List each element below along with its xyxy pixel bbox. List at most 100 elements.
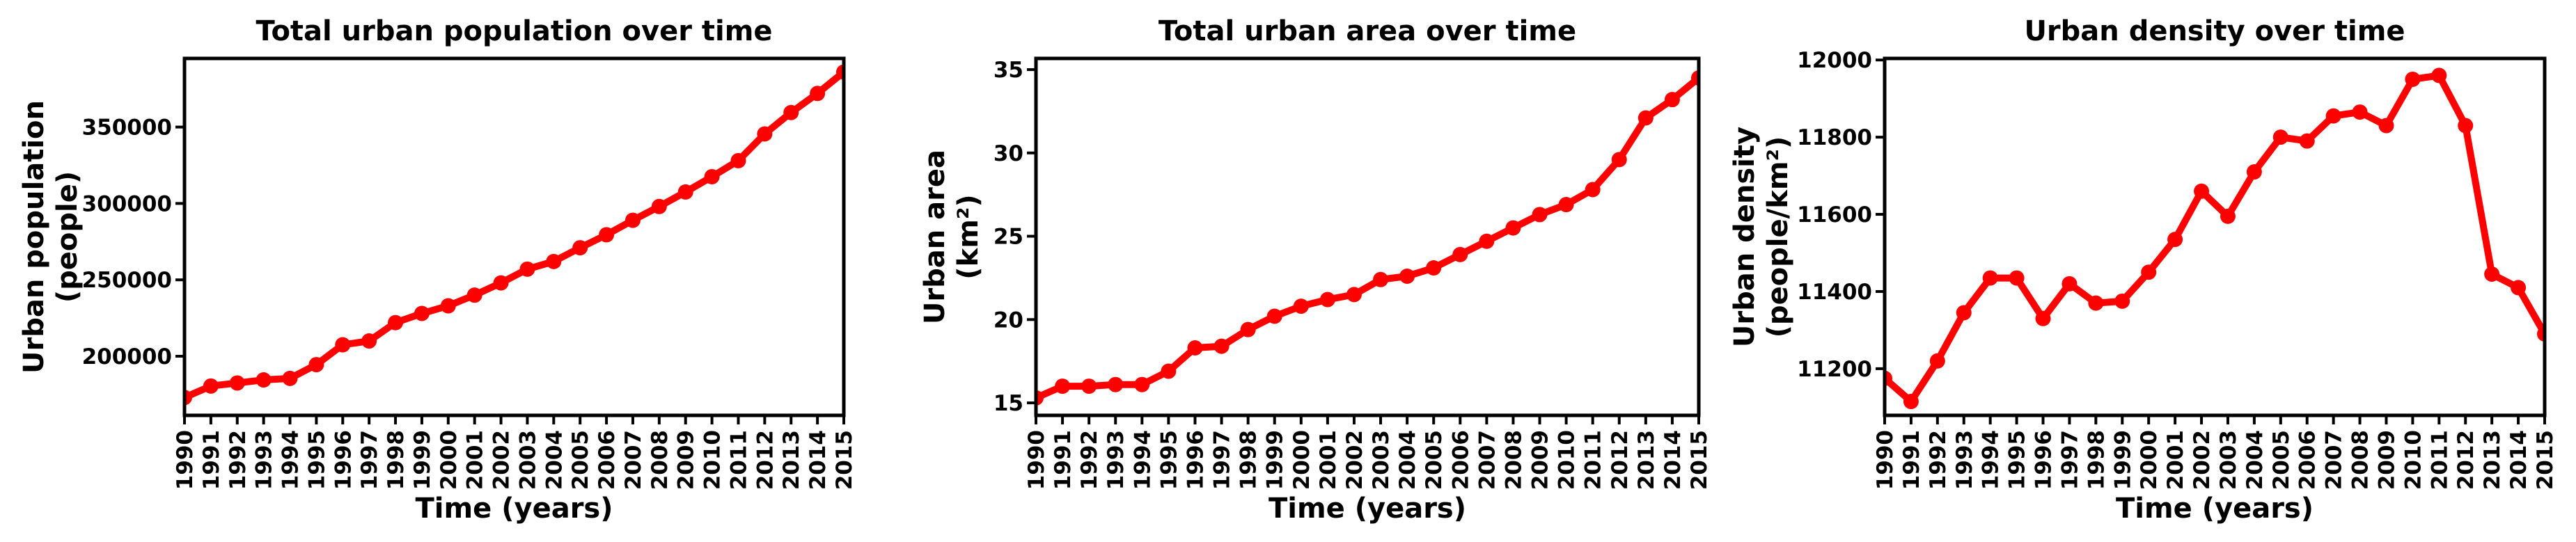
data-point xyxy=(1081,378,1097,394)
data-series xyxy=(1885,67,2545,410)
data-point xyxy=(1982,270,1998,286)
x-tick-label: 2004 xyxy=(542,430,567,490)
x-tick-label: 1995 xyxy=(1156,430,1181,490)
x-tick-label: 2001 xyxy=(1316,430,1341,490)
plot-border xyxy=(1883,56,2547,417)
data-point xyxy=(1036,390,1044,406)
data-point xyxy=(651,198,667,214)
y-axis-label: Urban density xyxy=(1729,127,1761,347)
x-tick-label: 1996 xyxy=(1183,430,1208,490)
x-tick-label: 2011 xyxy=(1581,430,1606,490)
data-point xyxy=(1293,298,1309,314)
x-tick-label: 1996 xyxy=(2032,430,2057,490)
data-point xyxy=(1611,152,1627,168)
data-point xyxy=(2431,67,2447,83)
x-tick-label: 2009 xyxy=(1528,430,1553,490)
y-axis-label: (people/km²) xyxy=(1762,136,1794,338)
x-tick-label: 2002 xyxy=(489,430,515,490)
x-tick-label: 1996 xyxy=(331,430,356,490)
x-tick-label: 1995 xyxy=(2005,430,2030,490)
y-tick-label: 15 xyxy=(994,391,1023,416)
data-point xyxy=(388,314,404,330)
x-tick-label: 1992 xyxy=(226,430,251,490)
x-tick-label: 2013 xyxy=(779,430,804,490)
data-point xyxy=(2061,276,2078,292)
data-point xyxy=(414,305,430,321)
data-point xyxy=(1532,207,1548,223)
x-tick-label: 1991 xyxy=(199,430,224,490)
y-tick-label: 11400 xyxy=(1797,280,1872,305)
data-point xyxy=(757,126,773,142)
data-point xyxy=(546,253,562,269)
x-tick-label: 2014 xyxy=(1660,430,1686,490)
data-point xyxy=(2220,208,2236,224)
x-tick-label: 1993 xyxy=(252,430,277,490)
x-tick-label: 2001 xyxy=(2163,430,2188,490)
x-tick-label: 2006 xyxy=(2295,430,2320,490)
x-axis-label: Time (years) xyxy=(1269,493,1466,525)
data-point xyxy=(1214,338,1230,354)
data-point xyxy=(493,275,509,291)
data-point xyxy=(2537,326,2545,342)
x-tick-label: 2015 xyxy=(832,430,857,490)
data-point xyxy=(2114,293,2130,309)
data-point xyxy=(2484,266,2500,282)
data-point xyxy=(466,287,482,303)
data-point xyxy=(1479,233,1495,249)
x-tick-label: 2003 xyxy=(515,430,540,490)
data-point xyxy=(282,370,298,386)
data-point xyxy=(1664,92,1680,108)
x-tick-label: 2010 xyxy=(700,430,725,490)
chart-urban-population: 1990 1991 1992 1993 1994 1995 1996 1997 1998 1999… xyxy=(18,15,857,525)
data-point xyxy=(1108,376,1124,392)
data-point xyxy=(2167,232,2183,248)
x-tick-label: 2007 xyxy=(1475,430,1500,490)
x-tick-label: 2000 xyxy=(1289,430,1314,490)
data-point xyxy=(1134,376,1150,392)
data-point xyxy=(1319,292,1335,308)
chart-title: Total urban area over time xyxy=(1159,15,1576,47)
x-tick-label: 2003 xyxy=(1369,430,1394,490)
chart-title: Urban density over time xyxy=(2024,15,2405,47)
data-point xyxy=(256,372,272,388)
y-axis-label: (km²) xyxy=(952,194,984,279)
x-tick-label: 2009 xyxy=(674,430,699,490)
y-tick-label: 25 xyxy=(994,225,1023,250)
x-tick-label: 1993 xyxy=(1952,430,1977,490)
data-point xyxy=(1266,308,1282,324)
data-point xyxy=(335,337,351,353)
data-series xyxy=(184,64,844,406)
data-point xyxy=(2246,164,2262,180)
data-point xyxy=(2035,310,2051,326)
data-point xyxy=(1558,197,1574,213)
y-axis-label: Urban area xyxy=(919,150,951,324)
data-point xyxy=(2194,183,2210,199)
x-tick-label: 2002 xyxy=(2190,430,2215,490)
data-point xyxy=(1187,340,1203,356)
data-point xyxy=(625,212,641,228)
data-point xyxy=(1929,353,1945,369)
x-tick-label: 1994 xyxy=(1979,430,2004,490)
data-point xyxy=(440,298,456,314)
x-tick-label: 2012 xyxy=(1608,430,1633,490)
data-point xyxy=(1585,182,1601,198)
x-tick-label: 1992 xyxy=(1926,430,1951,490)
data-point xyxy=(2299,133,2315,149)
data-point xyxy=(677,184,693,200)
x-axis-label: Time (years) xyxy=(415,493,613,525)
data-point xyxy=(1903,394,1919,410)
data-point xyxy=(184,390,192,406)
data-point xyxy=(308,357,324,373)
x-tick-label: 1997 xyxy=(1210,430,1235,490)
x-tick-label: 2010 xyxy=(1555,430,1580,490)
x-tick-label: 1999 xyxy=(1263,430,1288,490)
x-tick-label: 2012 xyxy=(753,430,778,490)
x-tick-label: 1991 xyxy=(1051,430,1076,490)
data-point xyxy=(1161,363,1177,379)
data-point xyxy=(783,104,799,120)
y-tick-label: 11800 xyxy=(1797,125,1872,150)
y-tick-label: 200000 xyxy=(82,344,172,369)
data-point xyxy=(1691,70,1699,86)
x-tick-label: 2008 xyxy=(2348,430,2373,490)
x-tick-label: 2001 xyxy=(463,430,488,490)
